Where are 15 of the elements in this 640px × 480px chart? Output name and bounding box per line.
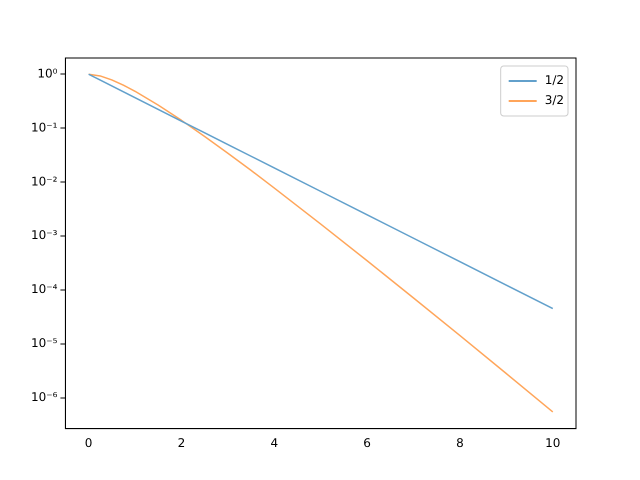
x-tick-label: 0	[84, 436, 92, 450]
x-tick-label: 10	[545, 436, 560, 450]
x-tick-label: 4	[270, 436, 278, 450]
y-tick-label: 10⁻³	[30, 228, 58, 242]
y-tick-label: 10⁻⁴	[30, 282, 58, 296]
y-tick-label: 10⁻²	[30, 174, 58, 188]
y-tick-label: 10⁻⁵	[30, 336, 58, 350]
y-tick-label: 10⁰	[37, 66, 58, 80]
x-tick-label: 6	[363, 436, 371, 450]
y-tick-label: 10⁻⁶	[30, 390, 58, 404]
x-tick-label: 2	[178, 436, 186, 450]
legend-label: 3/2	[544, 93, 564, 108]
y-tick-label: 10⁻¹	[30, 120, 58, 134]
legend-label: 1/2	[544, 73, 564, 88]
x-tick-label: 8	[456, 436, 464, 450]
